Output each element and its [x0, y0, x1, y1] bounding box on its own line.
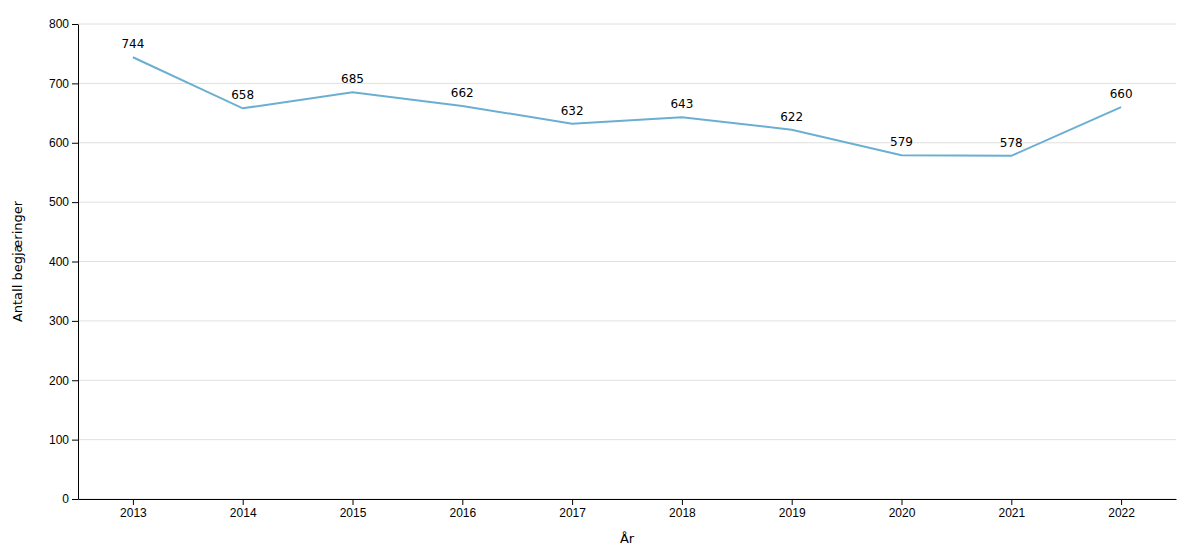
tick-label: 200: [49, 374, 69, 388]
tick-label: 800: [49, 17, 69, 31]
axis-line: [78, 25, 79, 500]
grid: [78, 24, 1176, 499]
tick-mark: [72, 83, 78, 84]
marks: [133, 57, 1121, 156]
tick-label: 300: [49, 314, 69, 328]
tick: 600: [49, 136, 78, 150]
y-axis-title: Antall begjæringer: [10, 200, 25, 322]
tick: 2021: [998, 499, 1025, 520]
tick-label: 600: [49, 136, 69, 150]
tick-mark: [72, 202, 78, 203]
data-labels: 744 658 685 662 632 643 622 579 578 660: [121, 37, 1132, 150]
tick-label: 2013: [120, 506, 147, 520]
tick-mark: [1121, 499, 1122, 505]
tick: 0: [62, 492, 78, 506]
tick: 2015: [340, 499, 367, 520]
data-label: 643: [670, 97, 693, 111]
tick: 500: [49, 195, 78, 209]
tick-mark: [72, 143, 78, 144]
tick-mark: [133, 499, 134, 505]
tick-label: 2020: [889, 506, 916, 520]
tick-label: 2019: [779, 506, 806, 520]
tick: 2020: [889, 499, 916, 520]
tick-label: 2016: [449, 506, 476, 520]
line: [133, 57, 1121, 156]
tick-label: 0: [62, 492, 69, 506]
tick-label: 500: [49, 195, 69, 209]
y-axis: 0 100 200 300 400 500 600 700 800: [49, 17, 79, 506]
chart-svg: 2013 2014 2015 2016 2017 2018 2019 2020 2021 2022…: [0, 0, 1200, 557]
tick-label: 400: [49, 255, 69, 269]
tick: 800: [49, 17, 78, 31]
tick: 2016: [449, 499, 476, 520]
data-label: 579: [890, 135, 913, 149]
tick-label: 100: [49, 433, 69, 447]
tick-mark: [902, 499, 903, 505]
tick: 2013: [120, 499, 147, 520]
grid-line: [78, 261, 1176, 262]
grid-line: [78, 83, 1176, 84]
data-label: 578: [1000, 136, 1023, 150]
data-label: 662: [451, 86, 474, 100]
data-label: 632: [561, 104, 584, 118]
tick-label: 2018: [669, 506, 696, 520]
tick-mark: [792, 499, 793, 505]
data-label: 744: [121, 37, 144, 51]
tick-mark: [353, 499, 354, 505]
tick-label: 2022: [1108, 506, 1135, 520]
data-label: 622: [780, 110, 803, 124]
chart-container: 2013 2014 2015 2016 2017 2018 2019 2020 2021 2022…: [0, 0, 1200, 557]
tick-mark: [72, 380, 78, 381]
x-axis-title: År: [620, 531, 635, 546]
tick-mark: [462, 499, 463, 505]
tick: 2017: [559, 499, 586, 520]
tick: 700: [49, 77, 78, 91]
tick: 2019: [779, 499, 806, 520]
tick: 300: [49, 314, 78, 328]
data-label: 658: [231, 88, 254, 102]
tick-label: 700: [49, 77, 69, 91]
tick-label: 2014: [230, 506, 257, 520]
tick: 2022: [1108, 499, 1135, 520]
tick-mark: [72, 24, 78, 25]
tick: 200: [49, 374, 78, 388]
tick-mark: [72, 440, 78, 441]
plot-area: 2013 2014 2015 2016 2017 2018 2019 2020 2021 2022…: [10, 17, 1177, 546]
grid-line: [78, 320, 1176, 321]
tick: 2014: [230, 499, 257, 520]
tick: 400: [49, 255, 78, 269]
grid-line: [78, 202, 1176, 203]
grid-line: [78, 24, 1176, 25]
tick-label: 2017: [559, 506, 586, 520]
tick-label: 2015: [340, 506, 367, 520]
tick-label: 2021: [998, 506, 1025, 520]
tick-mark: [682, 499, 683, 505]
tick-mark: [243, 499, 244, 505]
grid-line: [78, 439, 1176, 440]
tick-mark: [72, 262, 78, 263]
tick-mark: [72, 321, 78, 322]
tick-mark: [1011, 499, 1012, 505]
data-label: 660: [1110, 87, 1133, 101]
tick: 2018: [669, 499, 696, 520]
data-label: 685: [341, 72, 364, 86]
x-axis: 2013 2014 2015 2016 2017 2018 2019 2020 2021 2022: [79, 499, 1177, 520]
tick: 100: [49, 433, 78, 447]
grid-line: [78, 380, 1176, 381]
tick-mark: [72, 499, 78, 500]
tick-mark: [572, 499, 573, 505]
